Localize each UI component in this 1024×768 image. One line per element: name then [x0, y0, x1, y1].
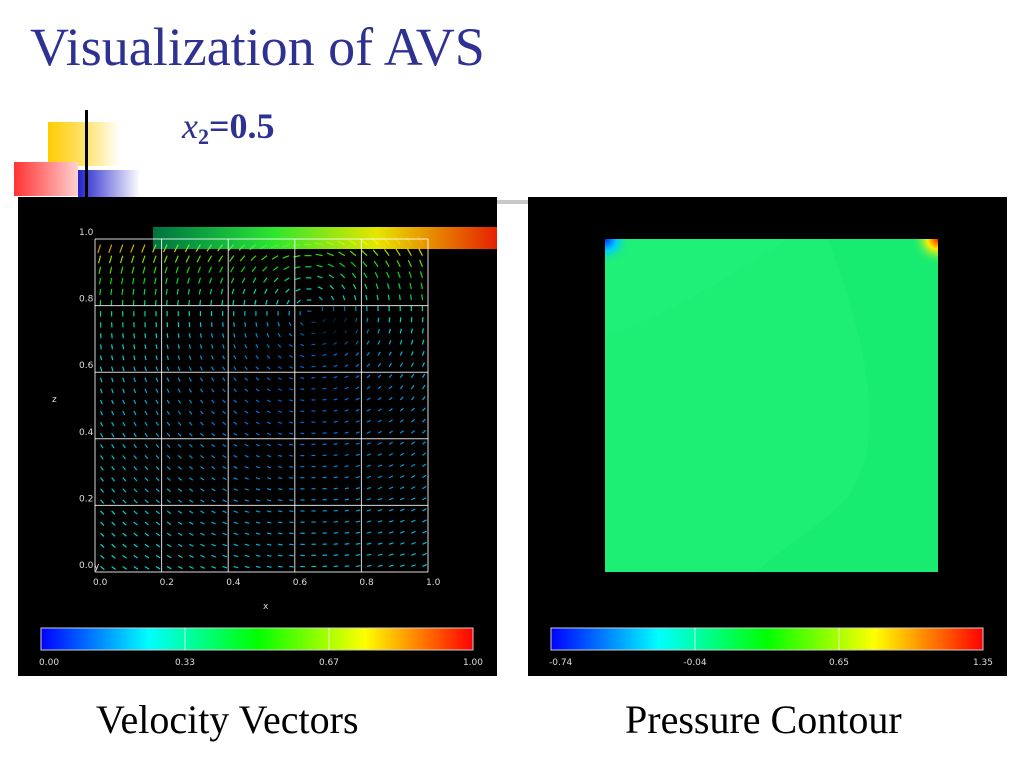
x-tick-label: 1.0	[426, 578, 441, 588]
colorbar-tick-label: -0.74	[549, 658, 573, 668]
equation-subscript: 2	[197, 124, 209, 149]
x-tick-label: 0.8	[359, 578, 374, 588]
z-tick-label: 0.6	[79, 361, 94, 371]
z-tick-label: 0.0	[79, 561, 94, 571]
pressure-colorbar-ticks: -0.74 -0.04 0.65 1.35	[549, 628, 993, 668]
velocity-caption: Velocity Vectors	[96, 697, 359, 742]
pressure-contour-panel: -0.74 -0.04 0.65 1.35	[528, 197, 1007, 676]
plot-grid	[94, 238, 429, 573]
slide-title: Visualization of AVS	[30, 17, 485, 77]
colorbar-tick-label: 0.65	[829, 658, 849, 668]
colorbar-tick-label: 0.00	[39, 658, 59, 668]
velocity-vector-plot: 0.0 0.2 0.4 0.6 0.8 1.0 1.0 0.8 0.6 0.4 0.2 0.0 z x…	[39, 227, 497, 668]
colorbar-tick-label: 0.67	[319, 658, 339, 668]
z-tick-label: 0.4	[79, 428, 94, 438]
velocity-colorbar-ticks: 0.00 0.33 0.67 1.00	[39, 628, 483, 668]
equation-label: x2=0.5	[182, 108, 275, 148]
colorbar-tick-label: 1.00	[463, 658, 483, 668]
pressure-colorbar	[550, 627, 984, 651]
axis-ticks: 0.0 0.2 0.4 0.6 0.8 1.0 1.0 0.8 0.6 0.4 0.2 0.0	[79, 228, 441, 588]
divider-line	[497, 200, 529, 204]
z-axis-label: z	[52, 395, 57, 405]
x-tick-label: 0.6	[293, 578, 308, 588]
pressure-contour-plot: -0.74 -0.04 0.65 1.35	[549, 239, 993, 668]
velocity-vectors-panel: 0.0 0.2 0.4 0.6 0.8 1.0 1.0 0.8 0.6 0.4 0.2 0.0 z x…	[18, 197, 497, 676]
x-tick-label: 0.0	[93, 578, 108, 588]
equation-variable: x	[182, 106, 198, 146]
z-tick-label: 0.8	[79, 295, 94, 305]
x-axis-label: x	[263, 602, 269, 612]
y-axis-label: y	[94, 562, 100, 572]
decorative-squares	[14, 110, 140, 200]
z-tick-label: 1.0	[79, 228, 94, 238]
colorbar-tick-label: 1.35	[973, 658, 993, 668]
x-tick-label: 0.4	[226, 578, 241, 588]
x-tick-label: 0.2	[160, 578, 174, 588]
velocity-colorbar	[40, 627, 474, 651]
z-tick-label: 0.2	[79, 494, 93, 504]
equation-value: =0.5	[208, 106, 275, 146]
vector-field	[97, 236, 427, 571]
colorbar-tick-label: -0.04	[683, 658, 707, 668]
pressure-caption: Pressure Contour	[625, 697, 902, 742]
colorbar-tick-label: 0.33	[175, 658, 195, 668]
